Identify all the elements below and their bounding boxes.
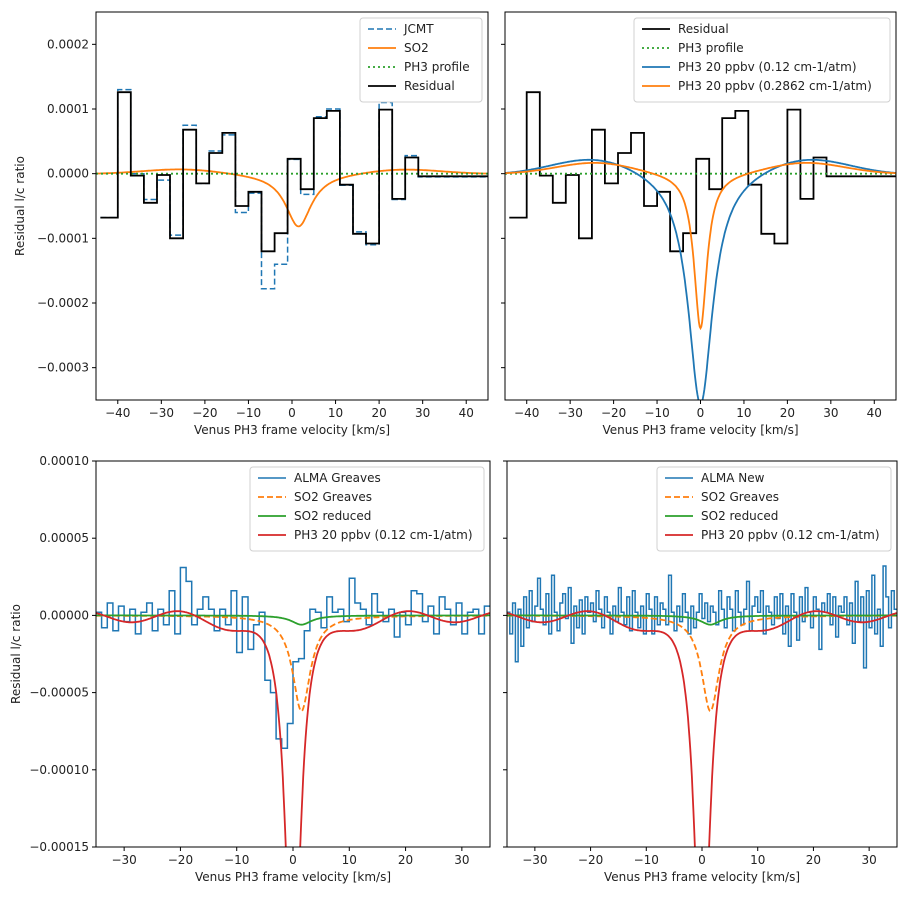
series-line-1	[509, 91, 896, 253]
legend-label: ALMA New	[701, 471, 765, 485]
chart-panel-1: −40 −30 −20 −10 0 10 20 30 40 −0.0003 −0.0002 −0.00…	[13, 11, 489, 437]
series-line-3	[507, 614, 897, 626]
legend-box	[633, 17, 891, 103]
plot-area	[96, 88, 488, 290]
y-axis-label: Residual l/c ratio	[9, 604, 23, 704]
chart-panel-3: −30 −20 −10 0 10 20 30 −0.00015 −0.00010 −0.00005…	[9, 454, 491, 884]
x-tick-label: −30	[522, 853, 547, 867]
legend-label: PH3 20 ppbv (0.12 cm-1/atm)	[294, 528, 473, 542]
x-tick-label: 0	[288, 406, 296, 420]
y-tick-label: −0.0003	[37, 361, 89, 375]
x-tick-label: 30	[415, 406, 430, 420]
y-tick-label: −0.0002	[37, 296, 89, 310]
legend-label: Residual	[678, 22, 729, 36]
x-tick-label: 40	[459, 406, 474, 420]
series-line-1	[96, 566, 490, 749]
legend-label: PH3 profile	[678, 41, 744, 55]
x-tick-label: 10	[328, 406, 343, 420]
y-tick-label: −0.00005	[29, 686, 89, 700]
legend-label: ALMA Greaves	[294, 471, 381, 485]
series-line-3	[96, 614, 490, 626]
x-tick-label: 10	[342, 853, 357, 867]
x-tick-label: 20	[806, 853, 821, 867]
x-tick-label: 40	[867, 406, 882, 420]
x-tick-label: −40	[105, 406, 130, 420]
x-tick-label: 30	[823, 406, 838, 420]
legend-label: SO2 Greaves	[294, 490, 372, 504]
x-tick-label: −20	[168, 853, 193, 867]
y-tick-label: −0.00015	[29, 840, 89, 854]
x-tick-label: −40	[514, 406, 539, 420]
y-tick-label: 0.00000	[39, 608, 89, 622]
series-line-4	[100, 91, 488, 253]
legend-label: JCMT	[403, 22, 434, 36]
y-tick-label: −0.0001	[37, 231, 89, 245]
x-tick-label: 20	[780, 406, 795, 420]
x-tick-label: −10	[224, 853, 249, 867]
x-tick-label: −30	[111, 853, 136, 867]
series-line-1	[100, 88, 488, 290]
series-line-2	[96, 168, 488, 228]
y-tick-label: 0.00005	[39, 531, 89, 545]
y-tick-label: 0.0002	[47, 37, 89, 51]
x-tick-label: −30	[558, 406, 583, 420]
legend-label: PH3 20 ppbv (0.2862 cm-1/atm)	[678, 79, 872, 93]
legend-box	[249, 466, 485, 552]
x-tick-label: −10	[236, 406, 261, 420]
x-axis-label: Venus PH3 frame velocity [km/s]	[194, 423, 390, 437]
series-line-4	[507, 610, 897, 847]
legend-box	[656, 466, 892, 552]
legend: Residual PH3 profile PH3 20 ppbv (0.12 cm-…	[633, 17, 891, 103]
legend: ALMA New SO2 Greaves SO2 reduced PH3 20 ppb…	[656, 466, 892, 552]
y-tick-label: −0.00010	[29, 763, 89, 777]
x-tick-label: 30	[862, 853, 877, 867]
plot-area	[507, 565, 897, 847]
y-tick-label: 0.0000	[47, 167, 89, 181]
x-tick-label: 0	[698, 853, 706, 867]
series-line-1	[507, 565, 897, 669]
legend-label: PH3 20 ppbv (0.12 cm-1/atm)	[701, 528, 880, 542]
chart-panel-4: −30 −20 −10 0 10 20 30 Venus PH3 frame velocity…	[503, 460, 898, 884]
x-axis-label: Venus PH3 frame velocity [km/s]	[604, 870, 800, 884]
x-tick-label: −20	[578, 853, 603, 867]
x-tick-label: −30	[149, 406, 174, 420]
chart-panel-2: −40 −30 −20 −10 0 10 20 30 40 Venus PH3 frame vel…	[501, 11, 897, 437]
x-tick-label: 10	[750, 853, 765, 867]
x-tick-label: 20	[371, 406, 386, 420]
x-axis-label: Venus PH3 frame velocity [km/s]	[195, 870, 391, 884]
legend-label: Residual	[404, 79, 455, 93]
x-axis-label: Venus PH3 frame velocity [km/s]	[602, 423, 798, 437]
legend: ALMA Greaves SO2 Greaves SO2 reduced PH3 20…	[249, 466, 485, 552]
legend-label: SO2 reduced	[294, 509, 371, 523]
legend-label: SO2 Greaves	[701, 490, 779, 504]
legend: JCMT SO2 PH3 profile Residual	[359, 17, 483, 103]
series-line-4	[505, 162, 896, 331]
x-tick-label: 20	[398, 853, 413, 867]
legend-label: SO2	[404, 41, 429, 55]
x-tick-label: 10	[736, 406, 751, 420]
legend-label: PH3 20 ppbv (0.12 cm-1/atm)	[678, 60, 857, 74]
series-line-3	[505, 158, 896, 400]
y-axis-label: Residual l/c ratio	[13, 156, 27, 256]
legend-label: SO2 reduced	[701, 509, 778, 523]
x-tick-label: −10	[644, 406, 669, 420]
x-tick-label: 0	[697, 406, 705, 420]
x-tick-label: 30	[454, 853, 469, 867]
x-tick-label: −10	[634, 853, 659, 867]
plot-area	[505, 91, 896, 400]
y-tick-label: 0.00010	[39, 454, 89, 468]
x-tick-label: 0	[289, 853, 297, 867]
legend-label: PH3 profile	[404, 60, 470, 74]
y-tick-label: 0.0001	[47, 102, 89, 116]
x-tick-label: −20	[192, 406, 217, 420]
legend-box	[359, 17, 483, 103]
x-tick-label: −20	[601, 406, 626, 420]
plot-area	[96, 566, 490, 847]
series-line-4	[96, 610, 490, 847]
